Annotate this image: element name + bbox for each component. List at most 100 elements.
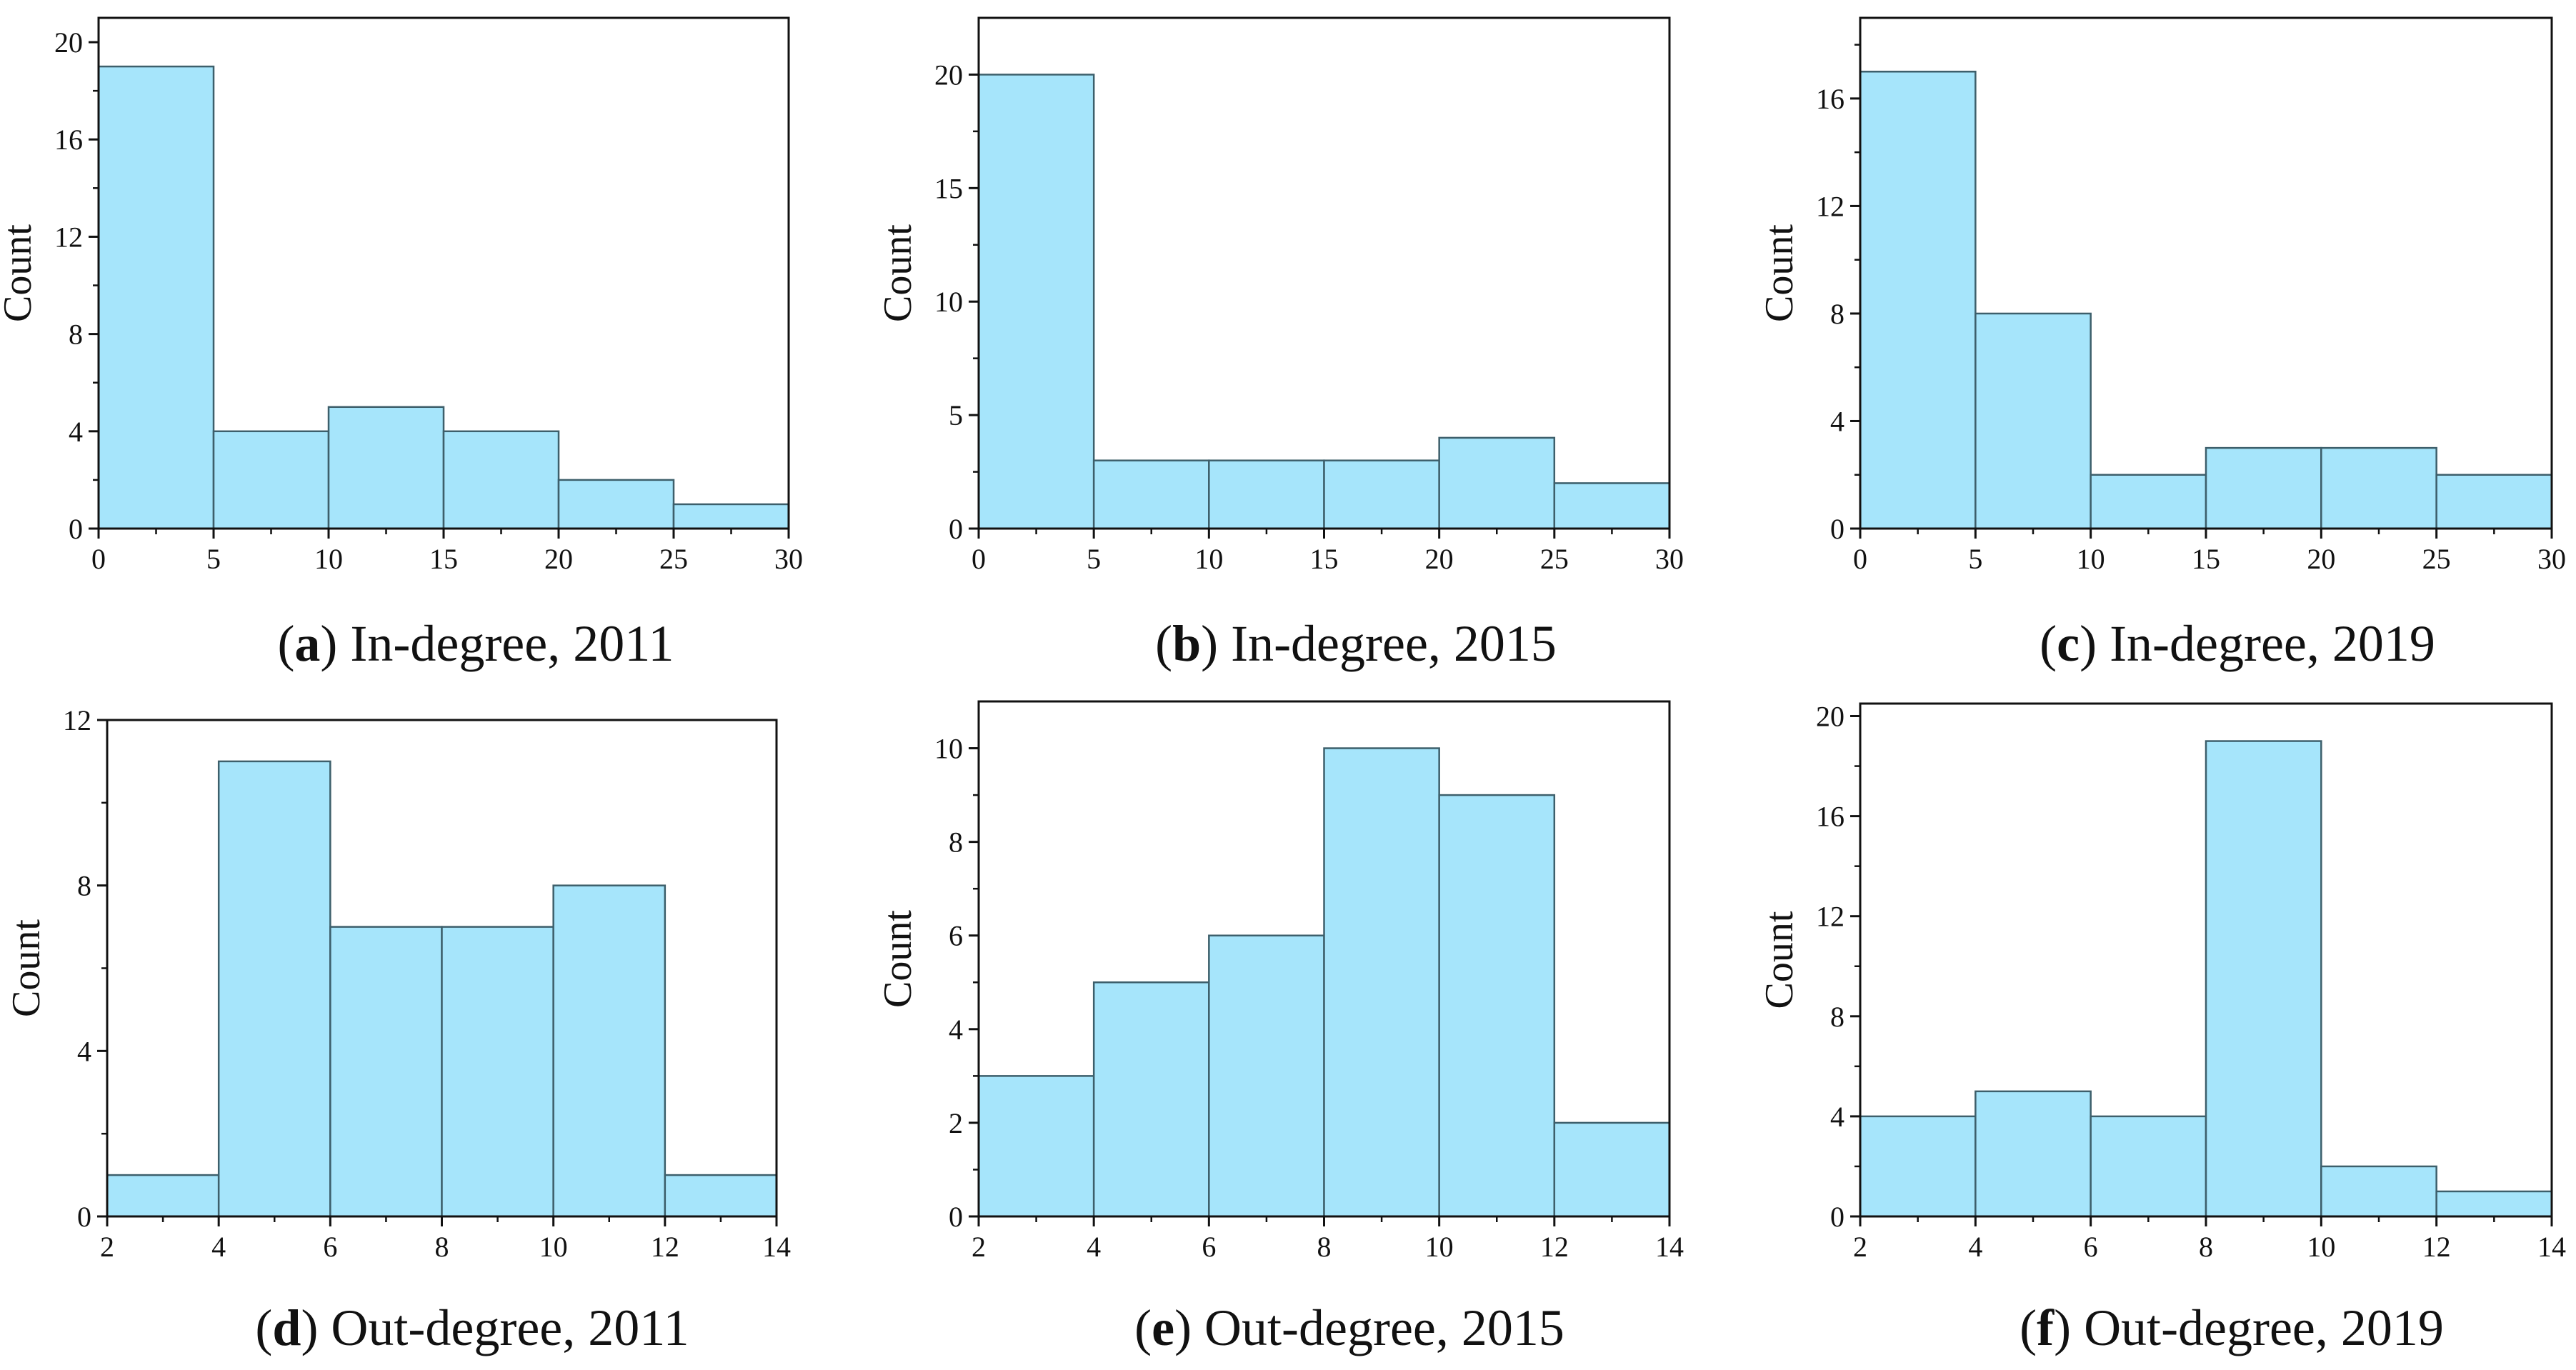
y-axis-label-d: Count (4, 919, 49, 1017)
y-tick-label-b-15: 15 (934, 172, 963, 204)
bar-f-8-10 (2205, 740, 2322, 1218)
caption-c: (c) In-degree, 2019 (2040, 615, 2435, 672)
x-tick-label-e-8: 8 (1317, 1231, 1332, 1263)
y-tick-label-e-0: 0 (949, 1201, 963, 1233)
x-tick-label-a-10: 10 (314, 543, 343, 575)
bar-c-5-10 (1975, 312, 2092, 530)
y-tick-label-c-16: 16 (1816, 83, 1844, 115)
x-tick-label-d-8: 8 (435, 1231, 449, 1263)
bar-a-15-20 (442, 430, 560, 530)
x-tick-label-f-10: 10 (2307, 1231, 2335, 1263)
x-tick-label-d-14: 14 (762, 1231, 791, 1263)
y-tick-label-e-8: 8 (949, 826, 963, 859)
y-tick-label-a-4: 4 (69, 416, 83, 448)
bar-b-25-30 (1553, 482, 1671, 530)
x-tick-label-d-6: 6 (323, 1231, 337, 1263)
y-tick-label-a-8: 8 (69, 319, 83, 351)
y-tick-label-b-20: 20 (934, 59, 963, 91)
y-axis-label-b: Count (876, 224, 920, 322)
bar-c-25-30 (2435, 474, 2553, 530)
bar-d-4-6 (217, 760, 331, 1218)
y-tick-label-c-8: 8 (1830, 298, 1844, 330)
bar-d-2-4 (106, 1174, 220, 1218)
y-tick-label-e-4: 4 (949, 1014, 963, 1046)
bar-a-20-25 (557, 479, 675, 530)
panel-d-out-degree-2011: 2 4 6 8 10 12 14 0 4 8 12 Count (4, 704, 791, 1263)
y-tick-label-b-10: 10 (934, 286, 963, 318)
bar-c-15-20 (2205, 446, 2322, 530)
bar-c-0-5 (1859, 71, 1977, 530)
y-tick-label-a-0: 0 (69, 513, 83, 545)
y-tick-label-d-4: 4 (77, 1035, 91, 1067)
bar-d-12-14 (664, 1174, 778, 1218)
bar-e-2-4 (977, 1075, 1095, 1218)
x-tick-label-d-2: 2 (100, 1231, 114, 1263)
y-tick-label-a-16: 16 (54, 124, 83, 156)
x-tick-label-e-2: 2 (972, 1231, 986, 1263)
y-tick-label-e-2: 2 (949, 1107, 963, 1139)
bar-d-10-12 (552, 884, 667, 1218)
x-tick-label-b-25: 25 (1540, 543, 1569, 575)
x-tick-label-b-5: 5 (1087, 543, 1101, 575)
x-tick-label-f-4: 4 (1968, 1231, 1982, 1263)
y-tick-label-f-8: 8 (1830, 1001, 1844, 1033)
bar-f-2-4 (1859, 1115, 1977, 1218)
bar-e-4-6 (1092, 981, 1210, 1218)
x-tick-label-f-6: 6 (2084, 1231, 2098, 1263)
x-tick-label-c-10: 10 (2077, 543, 2105, 575)
x-tick-label-e-12: 12 (1540, 1231, 1569, 1263)
x-tick-label-b-15: 15 (1310, 543, 1339, 575)
x-tick-label-f-14: 14 (2537, 1231, 2566, 1263)
y-tick-label-d-8: 8 (77, 870, 91, 902)
y-tick-label-a-20: 20 (54, 26, 83, 59)
x-tick-label-f-8: 8 (2199, 1231, 2213, 1263)
panel-b-in-degree-2015: 0 5 10 15 20 25 30 0 5 10 15 20 Count (876, 16, 1684, 575)
caption-d: (d) Out-degree, 2011 (255, 1299, 689, 1356)
bar-b-15-20 (1323, 459, 1440, 530)
y-tick-label-d-12: 12 (63, 704, 91, 736)
x-tick-label-f-12: 12 (2422, 1231, 2451, 1263)
x-tick-label-a-15: 15 (429, 543, 458, 575)
bar-e-10-12 (1438, 794, 1556, 1218)
bar-f-12-14 (2435, 1190, 2553, 1218)
y-tick-label-e-6: 6 (949, 920, 963, 952)
x-tick-label-b-20: 20 (1425, 543, 1454, 575)
bar-e-8-10 (1323, 747, 1440, 1218)
bar-c-10-15 (2090, 474, 2207, 530)
x-tick-label-e-6: 6 (1202, 1231, 1216, 1263)
y-axis-label-e: Count (876, 910, 920, 1008)
panel-c-in-degree-2019: 0 5 10 15 20 25 30 0 4 8 12 16 Count (1757, 16, 2566, 575)
caption-b: (b) In-degree, 2015 (1155, 615, 1557, 672)
x-tick-label-c-30: 30 (2537, 543, 2566, 575)
y-axis-label-a: Count (0, 224, 40, 322)
y-tick-label-c-4: 4 (1830, 405, 1844, 437)
x-tick-label-b-30: 30 (1655, 543, 1684, 575)
x-tick-label-d-10: 10 (539, 1231, 568, 1263)
caption-e: (e) Out-degree, 2015 (1134, 1299, 1564, 1356)
y-axis-label-c: Count (1757, 224, 1802, 322)
y-tick-label-f-20: 20 (1816, 701, 1844, 733)
bar-c-20-25 (2320, 446, 2437, 530)
y-tick-label-e-10: 10 (934, 733, 963, 765)
caption-a: (a) In-degree, 2011 (277, 615, 674, 672)
x-tick-label-c-5: 5 (1968, 543, 1982, 575)
panel-a-in-degree-2011: 0 5 10 15 20 25 30 0 4 8 12 16 20 Count (0, 16, 803, 575)
bar-d-8-10 (441, 926, 554, 1218)
panel-f-out-degree-2019: 2 4 6 8 10 12 14 0 4 8 12 16 20 Count (1757, 701, 2566, 1263)
x-tick-label-c-20: 20 (2307, 543, 2335, 575)
bar-f-4-6 (1975, 1090, 2092, 1218)
y-tick-label-f-12: 12 (1816, 901, 1844, 933)
y-tick-label-d-0: 0 (77, 1201, 91, 1233)
y-tick-label-f-4: 4 (1830, 1101, 1844, 1133)
bar-a-0-5 (97, 65, 215, 530)
x-tick-label-b-10: 10 (1194, 543, 1223, 575)
bar-a-5-10 (212, 430, 330, 530)
bar-e-6-8 (1208, 934, 1325, 1218)
bar-b-20-25 (1438, 436, 1556, 530)
bar-b-5-10 (1092, 459, 1210, 530)
y-tick-label-b-0: 0 (949, 513, 963, 545)
x-tick-label-e-10: 10 (1425, 1231, 1454, 1263)
y-tick-label-c-12: 12 (1816, 190, 1844, 222)
